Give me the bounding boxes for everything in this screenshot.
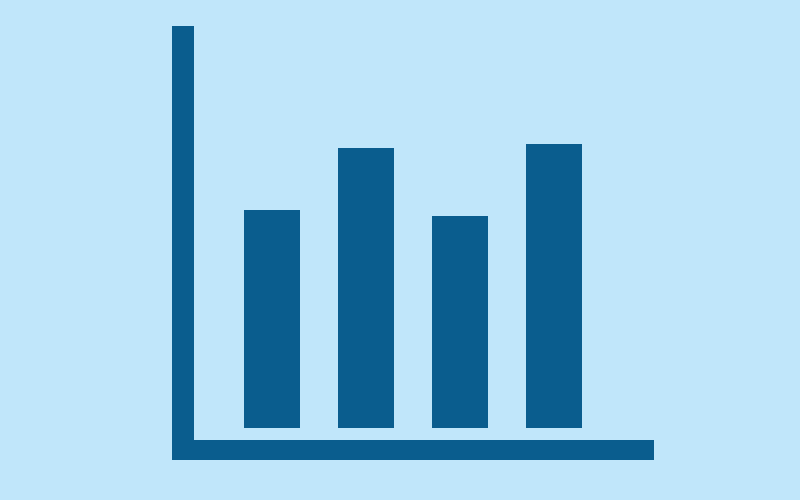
bar-chart-icon xyxy=(0,0,800,500)
x-axis xyxy=(172,440,654,460)
y-axis xyxy=(172,26,194,460)
bar-4 xyxy=(526,144,582,428)
bar-3 xyxy=(432,216,488,428)
bar-1 xyxy=(244,210,300,428)
bar-2 xyxy=(338,148,394,428)
